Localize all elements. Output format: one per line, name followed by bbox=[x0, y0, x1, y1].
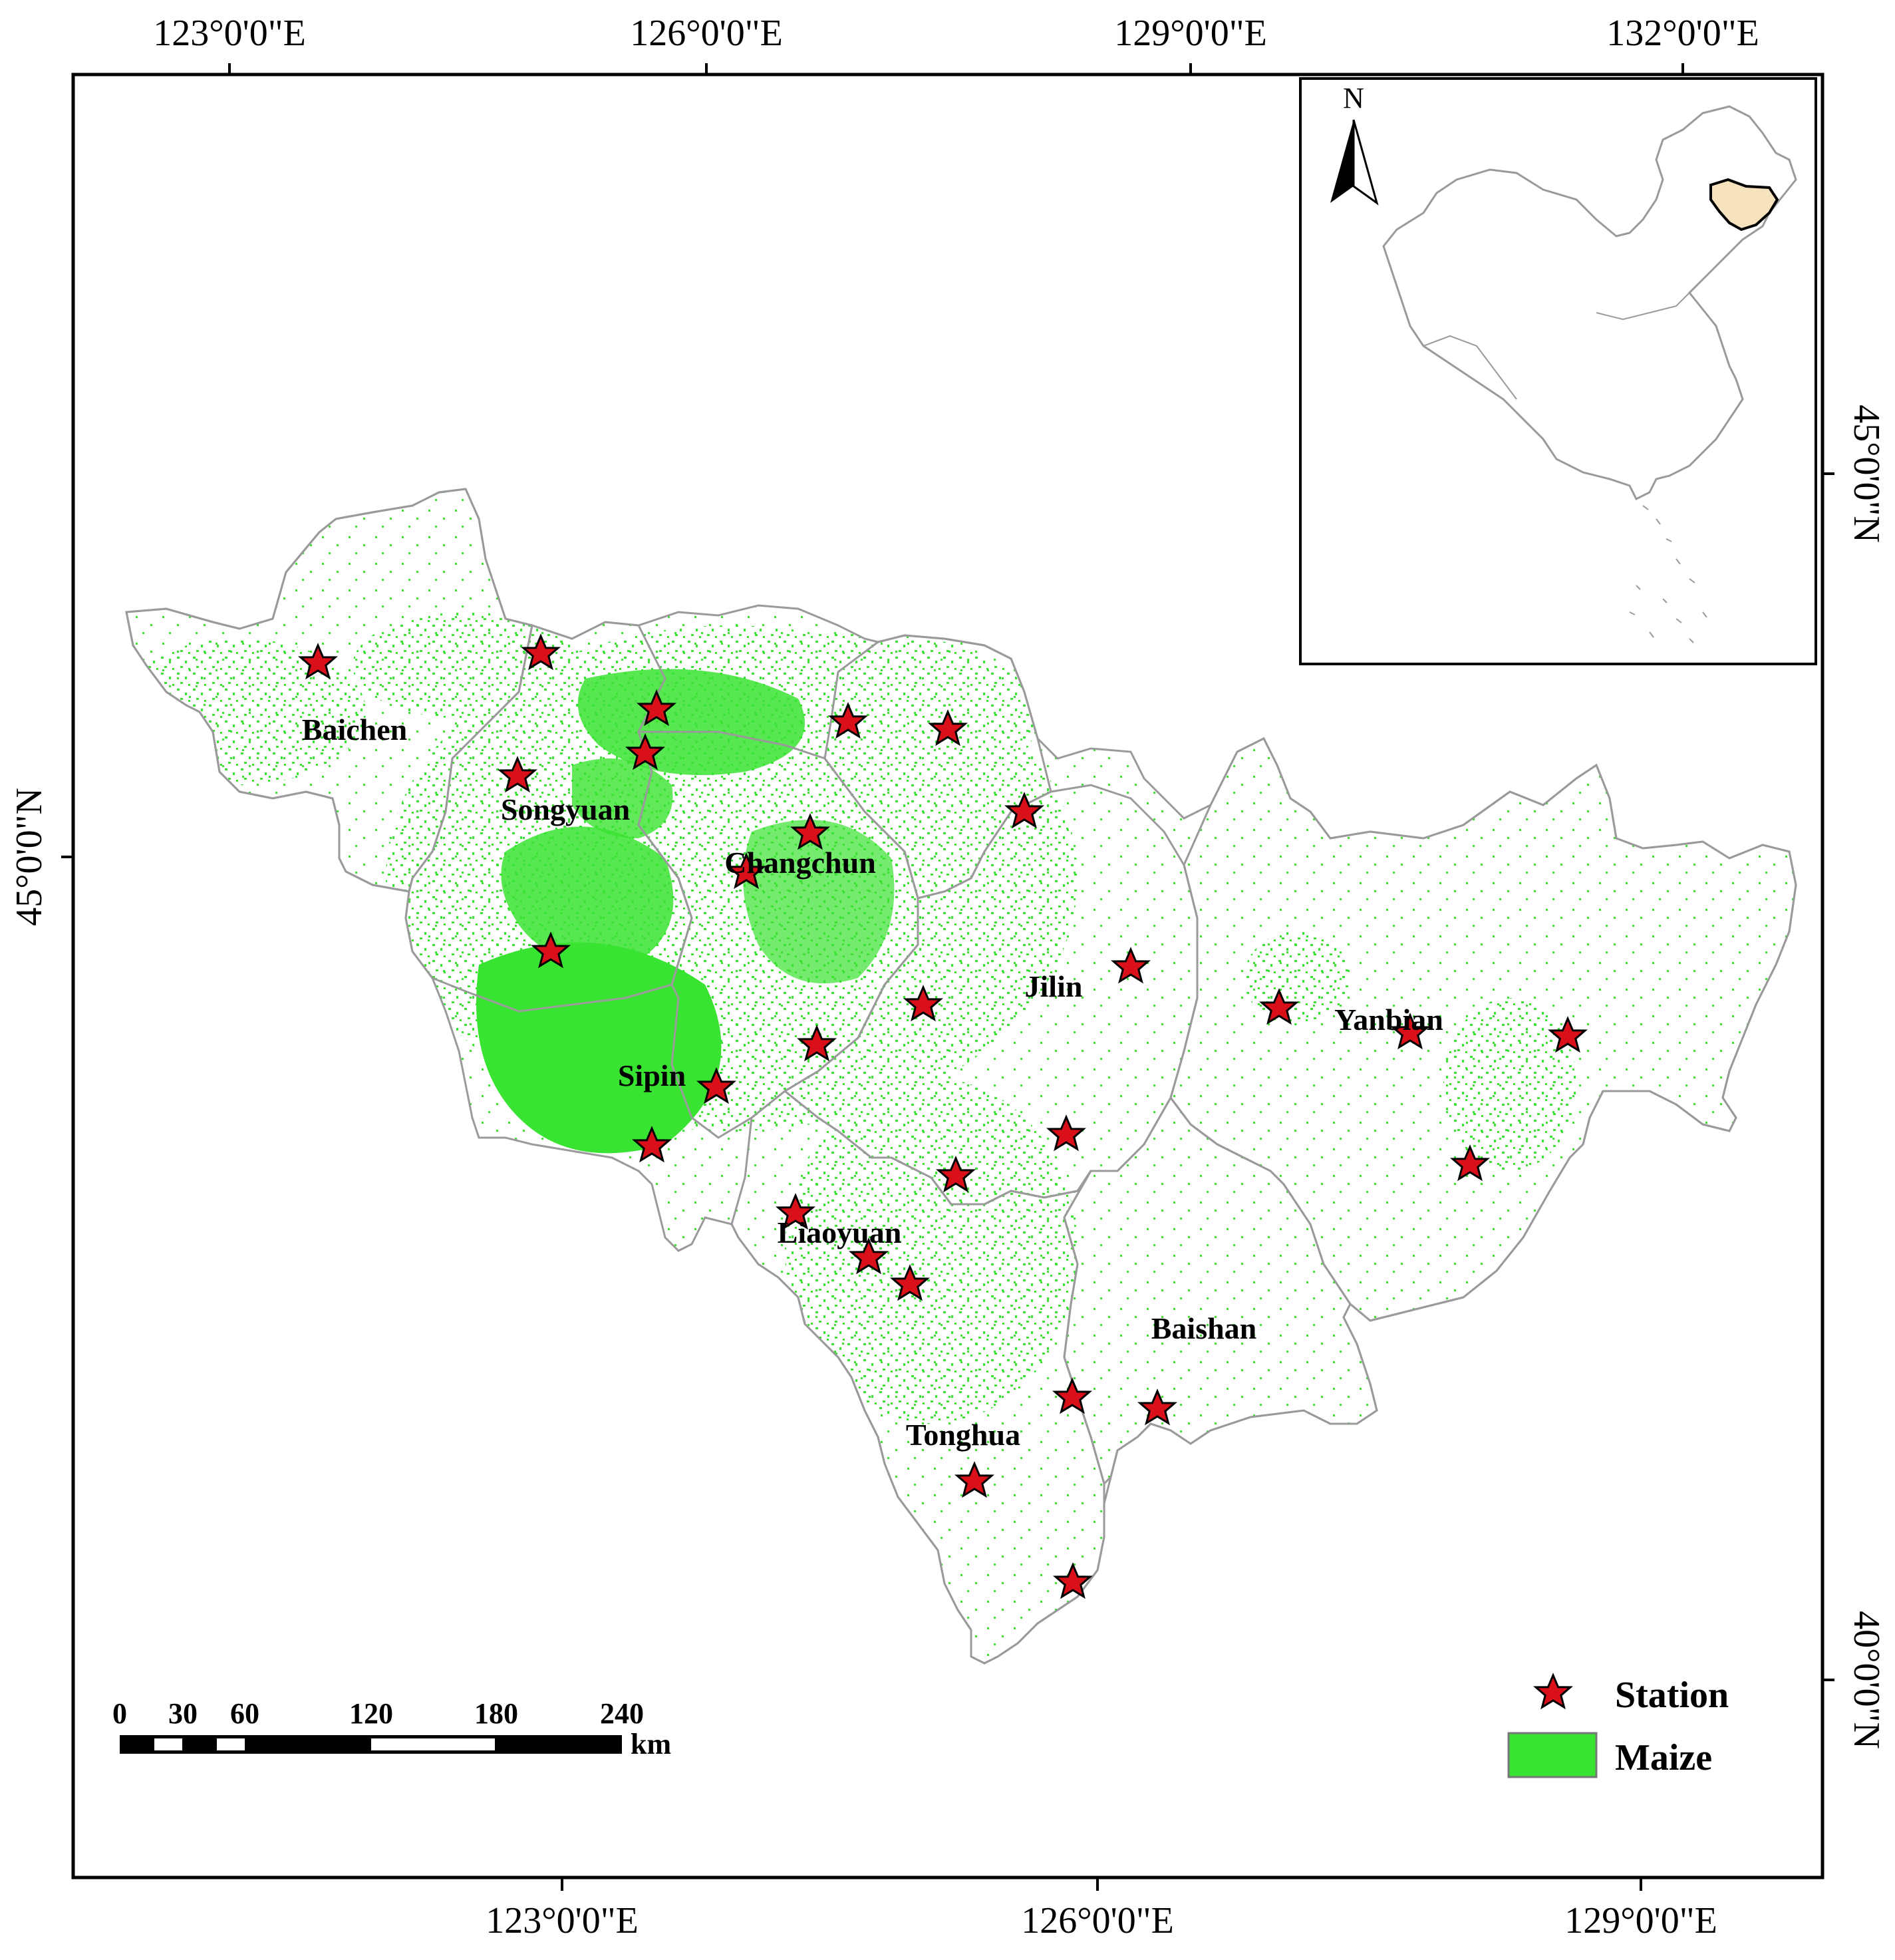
city-label-songyuan: Songyuan bbox=[501, 792, 630, 826]
city-label-jilin: Jilin bbox=[1025, 969, 1083, 1003]
legend: Station Maize bbox=[1507, 1674, 1729, 1778]
south-sea-islands bbox=[1629, 505, 1707, 643]
city-label-sipin: Sipin bbox=[618, 1059, 686, 1092]
lat-label-right-45: 45°0'0"N bbox=[1846, 405, 1887, 543]
jilin-highlight bbox=[1709, 178, 1779, 232]
city-label-baichen: Baichen bbox=[302, 713, 407, 746]
lon-label-top-132: 132°0'0"E bbox=[1606, 13, 1759, 54]
graticule-ticks bbox=[61, 63, 1834, 1891]
north-arrow-icon bbox=[1330, 119, 1379, 206]
north-arrow-label: N bbox=[1343, 82, 1364, 114]
lon-label-bottom-126: 126°0'0"E bbox=[1021, 1900, 1174, 1941]
inset-map: N bbox=[1299, 77, 1817, 665]
lon-label-top-129: 129°0'0"E bbox=[1114, 13, 1267, 54]
lon-label-bottom-123: 123°0'0"E bbox=[486, 1900, 639, 1941]
city-label-yanbian: Yanbian bbox=[1334, 1003, 1443, 1037]
china-outline bbox=[1382, 105, 1797, 501]
lon-label-top-123: 123°0'0"E bbox=[153, 13, 306, 54]
city-label-liaoyuan: Liaoyuan bbox=[778, 1216, 902, 1249]
city-labels: Baichen Songyuan Changchun Jilin Yanbian… bbox=[302, 713, 1443, 1452]
legend-maize-label: Maize bbox=[1615, 1737, 1712, 1778]
province-boundary bbox=[125, 488, 1797, 1665]
city-label-tonghua: Tonghua bbox=[906, 1418, 1020, 1452]
scale-tick-240: 240 bbox=[600, 1697, 644, 1730]
scale-tick-0: 0 bbox=[112, 1697, 127, 1730]
scale-tick-180: 180 bbox=[474, 1697, 518, 1730]
scale-bar: 0 30 60 120 180 240 km bbox=[112, 1697, 671, 1760]
lon-label-bottom-129: 129°0'0"E bbox=[1564, 1900, 1717, 1941]
lon-label-top-126: 126°0'0"E bbox=[630, 13, 783, 54]
legend-station-label: Station bbox=[1615, 1675, 1729, 1716]
scale-unit: km bbox=[631, 1728, 671, 1760]
china-detail-outline bbox=[1423, 292, 1690, 400]
scale-tick-60: 60 bbox=[230, 1697, 259, 1730]
lat-label-right-40: 40°0'0"N bbox=[1846, 1611, 1887, 1749]
city-label-changchun: Changchun bbox=[724, 846, 876, 880]
scale-tick-30: 30 bbox=[168, 1697, 198, 1730]
legend-maize-swatch bbox=[1507, 1732, 1598, 1778]
scale-tick-120: 120 bbox=[349, 1697, 393, 1730]
lat-label-left-45: 45°0'0"N bbox=[9, 788, 50, 926]
city-label-baishan: Baishan bbox=[1151, 1311, 1257, 1345]
